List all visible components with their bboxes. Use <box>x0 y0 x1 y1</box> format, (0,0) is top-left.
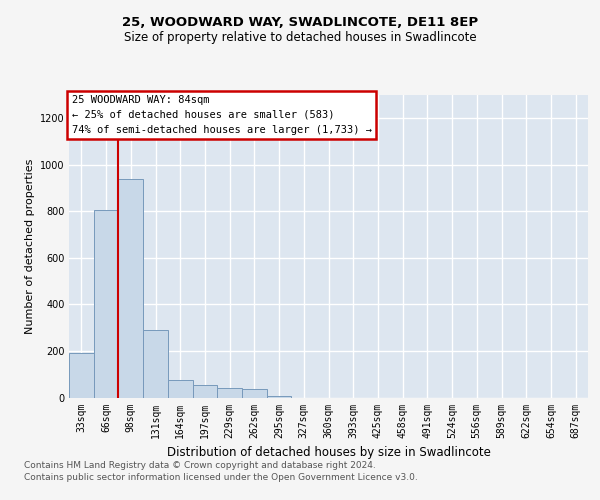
Bar <box>267 396 292 398</box>
Bar <box>69 354 94 398</box>
Text: Size of property relative to detached houses in Swadlincote: Size of property relative to detached ho… <box>124 31 476 44</box>
Text: Contains HM Land Registry data © Crown copyright and database right 2024.: Contains HM Land Registry data © Crown c… <box>24 462 376 470</box>
Y-axis label: Number of detached properties: Number of detached properties <box>25 158 35 334</box>
X-axis label: Distribution of detached houses by size in Swadlincote: Distribution of detached houses by size … <box>167 446 490 459</box>
Bar <box>193 384 217 398</box>
Text: Contains public sector information licensed under the Open Government Licence v3: Contains public sector information licen… <box>24 474 418 482</box>
Bar <box>143 330 168 398</box>
Bar <box>168 380 193 398</box>
Text: 25, WOODWARD WAY, SWADLINCOTE, DE11 8EP: 25, WOODWARD WAY, SWADLINCOTE, DE11 8EP <box>122 16 478 29</box>
Bar <box>242 390 267 398</box>
Text: 25 WOODWARD WAY: 84sqm
← 25% of detached houses are smaller (583)
74% of semi-de: 25 WOODWARD WAY: 84sqm ← 25% of detached… <box>71 95 371 134</box>
Bar <box>94 210 118 398</box>
Bar <box>217 388 242 398</box>
Bar <box>118 179 143 398</box>
